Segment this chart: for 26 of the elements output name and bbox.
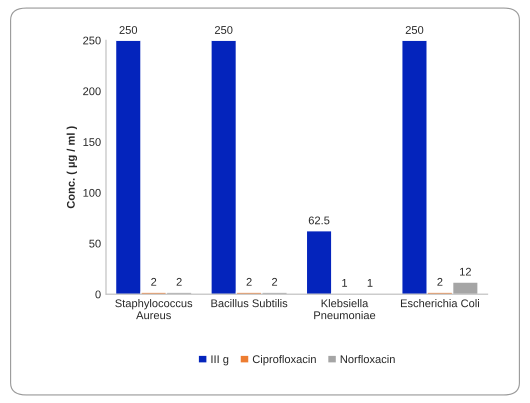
x-tick-label: Escherichia Coli [400, 299, 479, 308]
x-tick-label: Staphylococcus Aureus [115, 299, 192, 320]
y-tick-label: 200 [83, 87, 101, 96]
y-tick-label: 0 [95, 290, 101, 298]
y-tick-label: 150 [83, 138, 101, 146]
legend-label: Norfloxacin [340, 354, 395, 364]
y-tick-label: 50 [89, 240, 101, 248]
data-label: 2 [437, 278, 442, 286]
x-tick-label: Bacillus Subtilis [211, 299, 288, 308]
data-label: 2 [246, 278, 252, 286]
data-label: 62.5 [308, 216, 330, 224]
data-label: 2 [272, 278, 278, 286]
data-label: 250 [406, 26, 424, 34]
data-label: 250 [214, 26, 232, 34]
data-label: 250 [120, 26, 138, 34]
data-label: 1 [342, 279, 348, 287]
data-label: 2 [176, 278, 182, 286]
data-label: 2 [151, 278, 156, 286]
y-tick-label: 250 [83, 36, 101, 44]
x-tick-label: Klebsiella Pneumoniae [314, 299, 376, 320]
legend-label: Ciprofloxacin [252, 354, 316, 366]
legend-label: III g [211, 355, 228, 366]
y-axis-title: Conc. ( µg / ml ) [66, 126, 78, 208]
data-label: 12 [460, 268, 471, 276]
data-label: 1 [368, 279, 372, 287]
y-tick-label: 100 [83, 188, 101, 197]
